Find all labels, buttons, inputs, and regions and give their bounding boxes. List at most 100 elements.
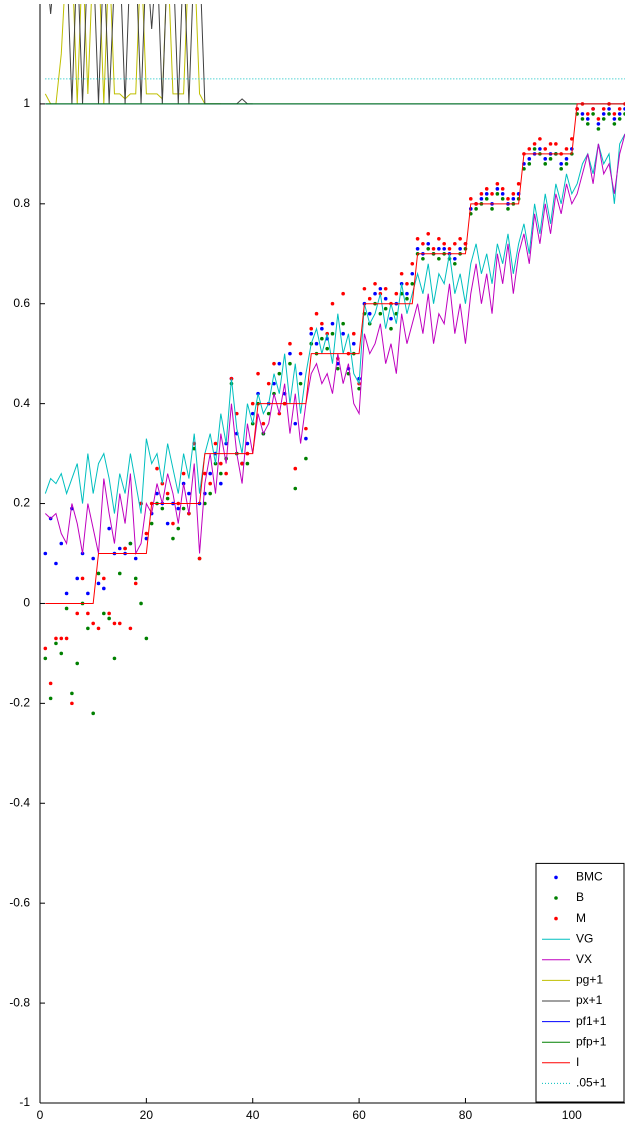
data-point — [532, 142, 537, 146]
data-point — [181, 506, 186, 511]
data-point — [219, 461, 223, 466]
data-point — [612, 117, 617, 121]
data-point — [293, 421, 298, 426]
data-point — [336, 366, 340, 371]
data-point — [298, 381, 303, 386]
y-tick-label: 1 — [23, 96, 30, 110]
data-point — [617, 117, 622, 121]
data-point — [330, 321, 335, 326]
legend-label: pf1+1 — [576, 1014, 607, 1028]
data-point — [75, 576, 80, 581]
data-point — [564, 157, 569, 161]
data-point — [48, 696, 53, 701]
data-point — [564, 162, 569, 166]
data-point — [176, 506, 181, 511]
data-point — [585, 117, 590, 121]
data-point — [527, 147, 532, 151]
data-point — [500, 187, 505, 191]
data-point — [245, 441, 250, 446]
data-point — [43, 646, 48, 651]
data-point — [320, 336, 324, 341]
data-point — [250, 401, 255, 406]
data-point — [442, 241, 446, 246]
legend-label: VG — [576, 931, 593, 945]
data-point — [479, 192, 484, 196]
data-point — [203, 501, 207, 506]
data-point — [70, 691, 74, 696]
data-point — [304, 456, 308, 461]
legend-label: .05+1 — [576, 1076, 607, 1090]
data-point — [453, 256, 457, 261]
data-point — [426, 231, 431, 236]
data-point — [208, 471, 212, 476]
data-point — [171, 521, 175, 526]
y-tick-label: 0 — [23, 596, 30, 610]
data-point — [490, 192, 494, 196]
data-point — [415, 236, 420, 241]
data-point — [437, 236, 441, 241]
data-point — [527, 157, 532, 161]
data-point — [96, 571, 101, 576]
x-tick-label: 0 — [37, 1108, 44, 1122]
data-point — [234, 411, 239, 416]
data-point — [314, 341, 319, 346]
data-point — [133, 556, 138, 561]
data-point — [405, 296, 409, 301]
data-point — [64, 606, 69, 611]
data-point — [293, 466, 298, 471]
data-point — [277, 371, 282, 376]
x-tick-label: 40 — [246, 1108, 260, 1122]
data-point — [426, 246, 431, 251]
data-point — [213, 441, 218, 446]
data-point — [102, 586, 106, 591]
data-point — [532, 147, 537, 151]
data-point — [341, 291, 345, 296]
data-point — [272, 381, 276, 386]
data-point — [474, 207, 478, 211]
data-point — [70, 701, 74, 706]
data-point — [495, 182, 500, 186]
data-point — [543, 147, 548, 151]
data-point — [48, 681, 53, 686]
data-point — [596, 117, 601, 121]
data-point — [453, 261, 457, 266]
data-point — [245, 461, 250, 466]
x-tick-label: 20 — [140, 1108, 154, 1122]
data-point — [389, 326, 393, 331]
series-line — [44, 133, 625, 556]
data-point — [405, 281, 409, 286]
data-point — [102, 611, 106, 616]
data-point — [133, 581, 138, 586]
data-point — [96, 581, 101, 586]
data-point — [415, 246, 420, 251]
x-tick-label: 100 — [562, 1108, 582, 1122]
data-point — [139, 601, 143, 606]
data-point — [580, 112, 585, 116]
data-point — [208, 481, 212, 486]
data-point — [107, 526, 111, 531]
legend-label: BMC — [576, 870, 603, 884]
data-point — [86, 626, 90, 631]
data-point — [373, 281, 377, 286]
data-point — [128, 541, 133, 546]
data-point — [351, 331, 356, 336]
data-point — [527, 162, 532, 166]
data-point — [341, 331, 345, 336]
data-point — [144, 636, 149, 641]
data-point — [43, 656, 48, 661]
series-line — [45, 103, 625, 604]
data-point — [176, 526, 181, 531]
data-point — [383, 306, 388, 311]
data-point — [155, 466, 159, 471]
data-point — [298, 351, 303, 356]
data-point — [288, 341, 292, 346]
data-point — [612, 122, 617, 126]
data-point — [272, 361, 276, 366]
data-point — [580, 117, 585, 121]
y-tick-label: 0.6 — [13, 296, 30, 310]
data-point — [59, 636, 64, 641]
data-point — [165, 521, 170, 526]
data-point — [91, 711, 95, 716]
data-point — [484, 197, 489, 201]
data-point — [304, 426, 308, 431]
